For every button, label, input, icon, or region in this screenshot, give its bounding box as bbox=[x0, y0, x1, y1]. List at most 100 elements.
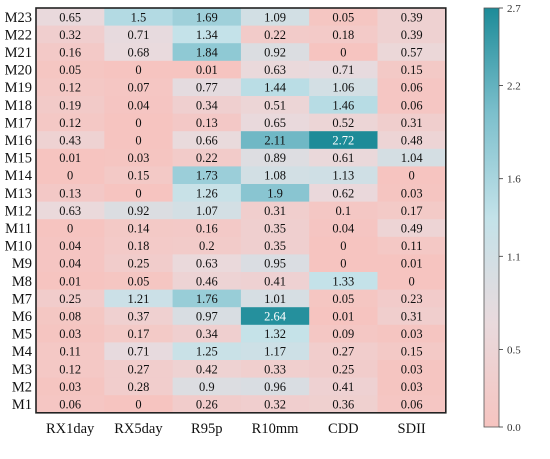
heatmap-cell bbox=[172, 395, 242, 414]
cell-value-label: 1.84 bbox=[196, 46, 219, 60]
cell-value-label: 0.33 bbox=[264, 362, 286, 376]
cell-value-label: 0 bbox=[340, 239, 346, 253]
cell-value-label: 0.15 bbox=[401, 345, 423, 359]
heatmap-cell bbox=[36, 96, 105, 115]
y-tick-label: M19 bbox=[5, 80, 32, 96]
heatmap-cell bbox=[172, 148, 242, 167]
heatmap-cell bbox=[377, 60, 447, 79]
cell-value-label: 0.22 bbox=[196, 151, 218, 165]
y-tick-label: M7 bbox=[12, 291, 32, 307]
heatmap-cell bbox=[36, 219, 105, 238]
cell-value-label: 0.63 bbox=[59, 204, 81, 218]
heatmap-cell bbox=[309, 360, 378, 379]
cell-value-label: 0 bbox=[135, 186, 141, 200]
heatmap-cell bbox=[36, 166, 105, 185]
cell-value-label: 2.11 bbox=[264, 134, 285, 148]
cell-value-label: 0.41 bbox=[264, 274, 286, 288]
heatmap-cell bbox=[36, 360, 105, 379]
heatmap-cell bbox=[36, 377, 105, 396]
cell-value-label: 0 bbox=[135, 398, 141, 412]
y-tick-label: M2 bbox=[12, 379, 32, 395]
heatmap-cell bbox=[240, 184, 310, 203]
heatmap-cell bbox=[172, 25, 242, 44]
cell-value-label: 0.35 bbox=[264, 222, 286, 236]
colorbar bbox=[483, 7, 500, 428]
y-tick-label: M8 bbox=[12, 274, 32, 290]
heatmap-cell bbox=[309, 272, 378, 291]
cell-value-label: 0.46 bbox=[196, 274, 218, 288]
cell-value-label: 0.2 bbox=[199, 239, 215, 253]
heatmap-cell bbox=[172, 219, 242, 238]
heatmap-cell bbox=[172, 360, 242, 379]
heatmap-cell bbox=[240, 201, 310, 220]
cell-value-label: 0.22 bbox=[264, 28, 286, 42]
cell-value-label: 0.07 bbox=[128, 81, 150, 95]
heatmap-cell bbox=[104, 148, 174, 167]
heatmap-cell bbox=[309, 96, 378, 115]
heatmap-cell bbox=[104, 219, 174, 238]
heatmap-cell bbox=[104, 131, 174, 150]
heatmap-cell bbox=[104, 360, 174, 379]
heatmap-cell bbox=[172, 272, 242, 291]
heatmap-cell bbox=[377, 43, 447, 62]
cell-value-label: 0.95 bbox=[264, 257, 286, 271]
heatmap-cell bbox=[104, 324, 174, 343]
cell-value-label: 0.17 bbox=[128, 327, 150, 341]
heatmap-cell bbox=[240, 342, 310, 361]
cell-value-label: 1.26 bbox=[196, 186, 218, 200]
heatmap-cell bbox=[377, 166, 447, 185]
cell-value-label: 0.12 bbox=[59, 116, 81, 130]
heatmap-cell bbox=[377, 360, 447, 379]
cell-value-label: 0 bbox=[67, 222, 73, 236]
heatmap-cell bbox=[36, 324, 105, 343]
cell-value-label: 2.64 bbox=[264, 310, 287, 324]
y-tick-label: M14 bbox=[5, 168, 33, 184]
cell-value-label: 0.48 bbox=[401, 134, 423, 148]
cell-value-label: 0.03 bbox=[128, 151, 150, 165]
heatmap-cell bbox=[104, 395, 174, 414]
heatmap-cell bbox=[36, 254, 105, 273]
cell-value-label: 0.9 bbox=[199, 380, 215, 394]
cell-value-label: 0.35 bbox=[264, 239, 286, 253]
y-tick-label: M3 bbox=[12, 362, 32, 378]
heatmap-cell bbox=[240, 8, 310, 27]
heatmap-cell bbox=[104, 289, 174, 308]
heatmap-cell bbox=[377, 201, 447, 220]
cell-value-label: 1.44 bbox=[264, 81, 287, 95]
cell-value-label: 0.06 bbox=[401, 398, 423, 412]
cell-value-label: 0.01 bbox=[196, 63, 218, 77]
cell-value-label: 0.31 bbox=[401, 116, 423, 130]
heatmap-cells: 0.65 1.5 1.69 1.09 0.05 0.39 0.32 0.71 1.34 0.22 0… bbox=[36, 8, 447, 414]
cell-value-label: 0.36 bbox=[332, 398, 354, 412]
cell-value-label: 1.13 bbox=[332, 169, 354, 183]
heatmap-cell bbox=[377, 289, 447, 308]
heatmap-cell bbox=[104, 342, 174, 361]
cell-value-label: 0.01 bbox=[332, 310, 354, 324]
cell-value-label: 0.05 bbox=[332, 292, 354, 306]
heatmap-cell bbox=[309, 184, 378, 203]
colorbar-tick-label: 2.2 bbox=[507, 81, 521, 93]
y-tick-label: M21 bbox=[5, 45, 32, 61]
heatmap-cell bbox=[36, 8, 105, 27]
heatmap-cell bbox=[36, 113, 105, 132]
heatmap-cell bbox=[36, 342, 105, 361]
heatmap-cell bbox=[172, 201, 242, 220]
heatmap-cell bbox=[172, 254, 242, 273]
heatmap-cell bbox=[172, 342, 242, 361]
cell-value-label: 0.14 bbox=[128, 222, 151, 236]
x-tick-label: RX5day bbox=[114, 421, 163, 437]
heatmap-cell bbox=[309, 324, 378, 343]
cell-value-label: 0.08 bbox=[59, 310, 81, 324]
heatmap-cell bbox=[240, 25, 310, 44]
heatmap-cell bbox=[309, 395, 378, 414]
heatmap-cell bbox=[377, 377, 447, 396]
cell-value-label: 0.26 bbox=[196, 398, 218, 412]
heatmap-cell bbox=[309, 131, 378, 150]
cell-value-label: 0.89 bbox=[264, 151, 286, 165]
cell-value-label: 0.11 bbox=[59, 345, 80, 359]
cell-value-label: 0.27 bbox=[332, 345, 354, 359]
cell-value-label: 0.03 bbox=[401, 362, 423, 376]
x-axis-labels: RX1day RX5day R95p R10mm CDD SDII bbox=[46, 421, 426, 437]
cell-value-label: 0.34 bbox=[196, 327, 219, 341]
heatmap-cell bbox=[240, 131, 310, 150]
